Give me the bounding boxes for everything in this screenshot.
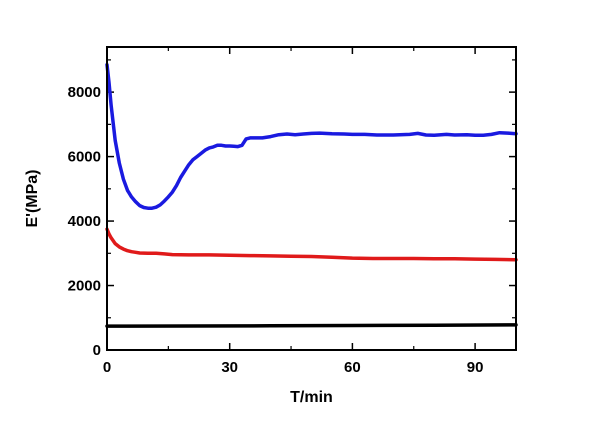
labels-layer: 0 30 60 90 0 2000 4000 6000 8000 — [68, 84, 484, 376]
y-tick-label: 6000 — [68, 149, 101, 166]
series-line-3 — [105, 323, 518, 328]
x-tick-label: 60 — [344, 359, 361, 376]
y-tick-label: 2000 — [68, 278, 101, 295]
y-axis-title: E'(MPa) — [24, 169, 41, 227]
series-line-2 — [105, 227, 518, 262]
x-axis-title: T/min — [290, 389, 333, 406]
x-tick-label: 30 — [221, 359, 238, 376]
plot-frame — [106, 46, 517, 351]
series-line-1 — [105, 62, 518, 210]
y-tick-label: 8000 — [68, 84, 101, 101]
x-tick-label: 90 — [467, 359, 484, 376]
series-layer — [105, 62, 518, 328]
x-tick-label: 0 — [103, 359, 111, 376]
y-tick-label: 4000 — [68, 213, 101, 230]
y-tick-label: 0 — [93, 342, 101, 359]
